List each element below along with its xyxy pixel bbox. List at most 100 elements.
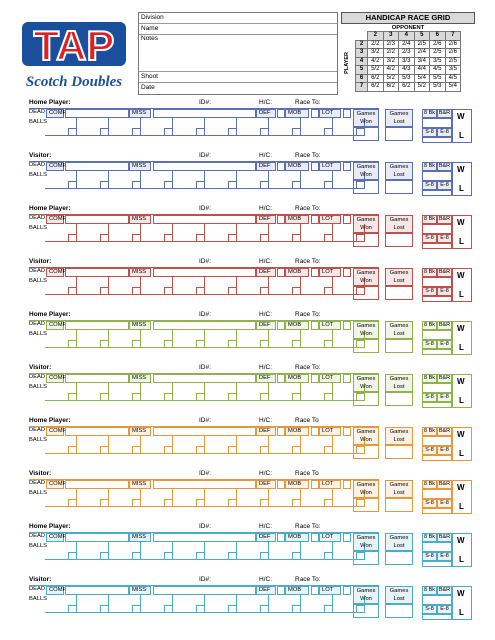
rack-score-box[interactable] [356,181,365,189]
tally-box[interactable] [311,162,319,171]
rack-score-box[interactable] [164,605,173,613]
rack-box[interactable] [45,330,77,348]
tally-box[interactable] [277,427,285,436]
rack-box[interactable] [269,118,301,136]
rack-score-box[interactable] [196,287,205,295]
games-won-entry[interactable] [353,392,379,406]
rack-score-box[interactable] [68,499,77,507]
rack-box[interactable] [237,383,269,401]
games-lost-box[interactable]: Games Lost [385,480,413,498]
games-won-entry[interactable] [353,604,379,618]
8bk-br-entry[interactable] [422,383,452,393]
tally-box[interactable] [153,268,256,277]
miss-box[interactable]: MISS [129,533,151,542]
s8-e8-entry[interactable] [422,614,452,620]
tally-box[interactable] [65,480,129,489]
rack-score-box[interactable] [292,446,301,454]
rack-score-box[interactable] [356,340,365,348]
rack-score-box[interactable] [196,128,205,136]
rack-box[interactable] [301,542,333,560]
tally-box[interactable] [343,586,351,595]
lot-box[interactable]: LOT [319,162,341,171]
rack-score-box[interactable] [260,393,269,401]
rack-score-box[interactable] [132,128,141,136]
rack-box[interactable] [45,595,77,613]
rack-score-box[interactable] [356,128,365,136]
rack-score-box[interactable] [356,287,365,295]
rack-score-box[interactable] [164,234,173,242]
rack-box[interactable] [109,171,141,189]
tally-box[interactable] [311,427,319,436]
tally-box[interactable] [65,109,129,118]
rack-box[interactable] [237,542,269,560]
rack-box[interactable] [77,383,109,401]
games-lost-entry[interactable] [385,127,413,141]
rack-box[interactable] [109,330,141,348]
8bk-br-entry[interactable] [422,330,452,340]
tally-box[interactable] [311,109,319,118]
games-won-entry[interactable] [353,498,379,512]
rack-box[interactable] [237,595,269,613]
miss-box[interactable]: MISS [129,374,151,383]
tally-box[interactable] [153,374,256,383]
rack-score-box[interactable] [100,234,109,242]
date-field[interactable]: Date [141,84,155,91]
tally-box[interactable] [277,321,285,330]
rack-box[interactable] [141,489,173,507]
def-box[interactable]: DEF [256,427,276,436]
rack-score-box[interactable] [260,605,269,613]
mob-box[interactable]: MOB [285,109,309,118]
rack-score-box[interactable] [68,552,77,560]
8bk-br-entry[interactable] [422,489,452,499]
8bk-box[interactable]: 8 Bk [422,268,437,277]
s8-box[interactable]: S-8 [422,393,437,402]
s8-box[interactable]: S-8 [422,128,437,137]
comp-box[interactable]: COMP [46,268,66,277]
rack-score-box[interactable] [164,287,173,295]
rack-score-box[interactable] [324,340,333,348]
miss-box[interactable]: MISS [129,215,151,224]
rack-box[interactable] [109,436,141,454]
lot-box[interactable]: LOT [319,427,341,436]
e8-box[interactable]: E-8 [437,552,452,561]
br-box[interactable]: B&R [437,533,452,542]
rack-box[interactable] [141,542,173,560]
rack-box[interactable] [109,595,141,613]
rack-box[interactable] [45,436,77,454]
games-won-box[interactable]: Games Won [353,215,379,233]
rack-score-box[interactable] [292,128,301,136]
rack-box[interactable] [301,383,333,401]
games-lost-box[interactable]: Games Lost [385,321,413,339]
games-won-box[interactable]: Games Won [353,533,379,551]
name-field[interactable]: Name [139,24,337,35]
rack-box[interactable] [269,595,301,613]
e8-box[interactable]: E-8 [437,499,452,508]
rack-box[interactable] [205,171,237,189]
rack-box[interactable] [205,436,237,454]
games-lost-box[interactable]: Games Lost [385,162,413,180]
tally-box[interactable] [65,374,129,383]
tally-box[interactable] [311,215,319,224]
rack-box[interactable] [173,595,205,613]
8bk-br-entry[interactable] [422,171,452,181]
comp-box[interactable]: COMP [46,533,66,542]
rack-box[interactable] [45,171,77,189]
rack-box[interactable] [141,224,173,242]
e8-box[interactable]: E-8 [437,393,452,402]
8bk-br-entry[interactable] [422,224,452,234]
rack-score-box[interactable] [164,393,173,401]
rack-box[interactable] [237,489,269,507]
tally-box[interactable] [343,268,351,277]
s8-e8-entry[interactable] [422,243,452,249]
s8-e8-entry[interactable] [422,561,452,567]
mob-box[interactable]: MOB [285,162,309,171]
rack-score-box[interactable] [356,552,365,560]
rack-box[interactable] [141,330,173,348]
rack-box[interactable] [301,489,333,507]
rack-score-box[interactable] [132,181,141,189]
win-loss-box[interactable] [452,480,472,514]
tally-box[interactable] [311,268,319,277]
win-loss-box[interactable] [452,321,472,355]
rack-score-box[interactable] [228,446,237,454]
win-loss-box[interactable] [452,215,472,249]
